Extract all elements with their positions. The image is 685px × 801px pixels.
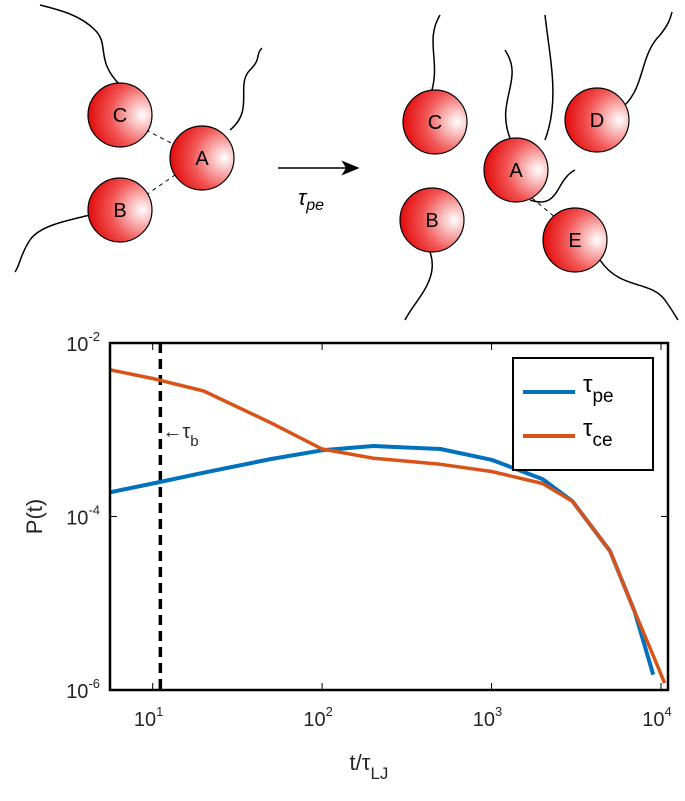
tail (431, 14, 441, 91)
legend-box (512, 357, 654, 471)
node-label: C (113, 105, 127, 127)
diagram: τpe C A B C B A D E (14, 4, 679, 321)
tick-exponent: -6 (88, 676, 100, 691)
node-label: B (113, 200, 126, 222)
tick-label: 104 (642, 704, 671, 731)
legend-name: τ (583, 415, 593, 442)
node-label: B (425, 210, 438, 232)
node-label: E (568, 230, 581, 252)
tick-label: 102 (303, 704, 332, 731)
node-label: D (590, 110, 604, 132)
tick-exponent: 1 (156, 704, 163, 719)
tick-base: 10 (473, 709, 495, 731)
tail (624, 11, 673, 106)
legend-name: τ (583, 371, 593, 398)
annotation-text: ←τ (162, 421, 190, 443)
node (169, 125, 235, 191)
node-label: A (509, 160, 523, 182)
tick-label: 10-2 (66, 329, 100, 356)
x-label-text: t/τ (350, 750, 371, 775)
node-label: A (195, 148, 209, 170)
x-axis-label: t/τLJ (350, 750, 389, 783)
tick-label: 103 (473, 704, 502, 731)
tail (404, 251, 433, 321)
tail (544, 14, 554, 141)
arrow-label: τpe (298, 185, 324, 214)
tick-base: 10 (303, 709, 325, 731)
tick-base: 10 (66, 334, 88, 356)
tick-exponent: -4 (88, 503, 100, 518)
bond (531, 197, 557, 219)
tail (39, 4, 121, 86)
node (542, 207, 608, 273)
tail (504, 49, 513, 139)
chart: 101 102 103 10410-610-410-2←τbτpeτceP(t)t/τ… (22, 329, 672, 783)
annotation: ←τb (162, 421, 198, 450)
node (402, 89, 468, 155)
node (87, 82, 153, 148)
tail (229, 47, 263, 131)
node (87, 177, 153, 243)
bond (145, 174, 176, 196)
annotation-subscript: b (190, 433, 198, 450)
tail (14, 214, 91, 273)
tick-base: 10 (66, 508, 88, 530)
legend-label: τpe (583, 371, 614, 407)
tail (599, 259, 679, 321)
tick-exponent: -2 (88, 329, 100, 344)
tick-exponent: 4 (664, 704, 671, 719)
tick-base: 10 (134, 709, 156, 731)
legend-label: τce (583, 415, 613, 451)
subscript: pe (305, 197, 324, 214)
node (564, 87, 630, 153)
tick-label: 10-4 (66, 503, 100, 530)
node-label: C (428, 112, 442, 134)
symbol: τ (298, 185, 308, 210)
series-line (110, 368, 667, 684)
legend-subscript: pe (592, 386, 613, 407)
tick-base: 10 (66, 681, 88, 703)
bond (145, 129, 176, 146)
tick-label: 10-6 (66, 676, 100, 703)
tick-exponent: 2 (326, 704, 333, 719)
tick-base: 10 (642, 709, 664, 731)
legend-subscript: ce (592, 430, 612, 451)
tick-label: 101 (134, 704, 163, 731)
plot-frame (108, 341, 670, 692)
tail (529, 169, 576, 203)
node (399, 187, 465, 253)
node (483, 137, 549, 203)
x-label-subscript: LJ (370, 764, 388, 783)
tick-exponent: 3 (495, 704, 502, 719)
y-axis-label: P(t) (22, 499, 47, 534)
